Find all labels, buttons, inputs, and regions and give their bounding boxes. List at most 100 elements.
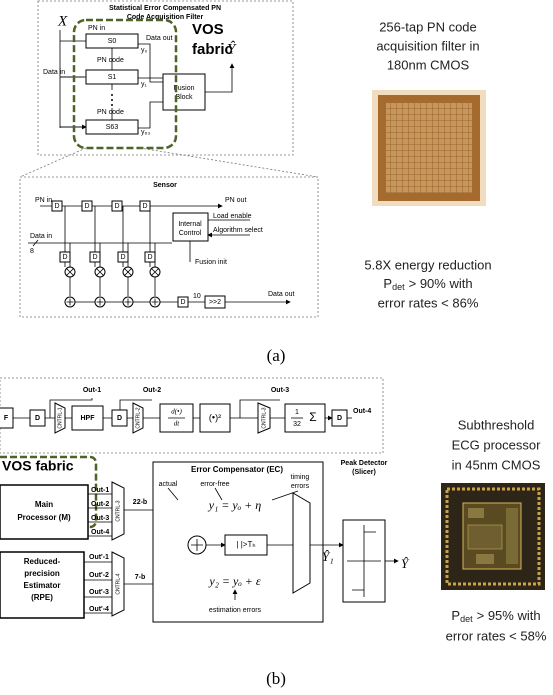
threshold-label: | |>Tₕ: [236, 540, 255, 549]
result: error rates < 86%: [378, 295, 479, 310]
control-label: CNTRL-4: [115, 573, 121, 594]
vos-label: VOS: [192, 21, 224, 38]
chain-output: Out-1: [83, 387, 101, 394]
flop-label: D: [54, 203, 59, 210]
stage-output: y₀: [141, 47, 148, 54]
node: [111, 104, 113, 106]
equation: y₂ = yₒ + ε: [208, 574, 260, 588]
vos-label: fabric: [192, 41, 233, 58]
panel-label: (a): [267, 346, 286, 365]
pn-code: PN code: [97, 57, 124, 64]
block-label: F: [4, 415, 9, 422]
flop-label: D: [117, 415, 122, 422]
main-output: Out-4: [91, 529, 109, 536]
stage-label: S63: [106, 124, 119, 131]
average-num: 1: [295, 409, 299, 416]
pn-code: PN code: [97, 109, 124, 116]
bus-width: 22-b: [133, 499, 147, 506]
group: D D D D D D D D: [52, 201, 160, 307]
description: acquisition filter in: [376, 38, 479, 53]
box: [386, 103, 472, 193]
description: Subthreshold: [458, 417, 535, 432]
flop-label: D: [120, 254, 125, 261]
sensor-pn-in: PN in: [35, 197, 52, 204]
result: Pdet> 95% with: [451, 608, 540, 624]
flop-label: D: [92, 254, 97, 261]
bus-width: 7-b: [135, 574, 146, 581]
sensor-data-out: Data out: [268, 291, 295, 298]
square-label: (•)²: [209, 412, 221, 422]
result-subscript: det: [460, 614, 473, 624]
result: Pdet > 90% with: [383, 276, 472, 292]
derivative-top: d(•): [171, 408, 182, 416]
flop-label: D: [114, 203, 119, 210]
control-label: CNTRL-2: [135, 407, 141, 428]
peak-label: (Slicer): [352, 469, 376, 476]
control-label: CNTRL-3: [261, 407, 267, 428]
algorithm-select: Algorithm select: [213, 227, 263, 234]
node: [111, 99, 113, 101]
main-output: Out-1: [91, 487, 109, 494]
control-label: Control: [179, 230, 202, 237]
out-width: 10: [193, 293, 201, 300]
fusion-init: Fusion init: [195, 259, 227, 266]
result-text: > 90% with: [409, 276, 473, 291]
main-output: Out-2: [91, 501, 109, 508]
rpe-output: Out'-2: [89, 572, 109, 579]
flop-label: D: [62, 254, 67, 261]
result-subscript: det: [392, 282, 405, 292]
flop-label: D: [180, 299, 185, 306]
rpe-output: Out'-4: [89, 606, 109, 613]
rpe-label: Reduced-: [24, 557, 61, 566]
ec-note: timing: [291, 474, 310, 481]
control-label: Internal: [178, 221, 202, 228]
flop-label: D: [35, 415, 40, 422]
rpe-label: precision: [24, 569, 60, 578]
flop-label: D: [147, 254, 152, 261]
result-text: > 95% with: [477, 608, 541, 623]
ec-title: Error Compensator (EC): [191, 465, 283, 474]
hpf-label: HPF: [81, 415, 96, 422]
box: [0, 485, 88, 539]
data-out: Data out: [146, 35, 173, 42]
result: 5.8X energy reduction: [364, 257, 491, 272]
flop-label: D: [142, 203, 147, 210]
chain-output: Out-4: [353, 408, 371, 415]
chain-output: Out-2: [143, 387, 161, 394]
figure: Statistical Error Compensated PN Code Ac…: [0, 0, 553, 695]
flop-label: D: [84, 203, 89, 210]
ec-output: Ŷ₁: [322, 549, 334, 564]
data-in: Data in: [43, 69, 65, 76]
data-width: 8: [30, 248, 34, 255]
rpe-label: (RPE): [31, 593, 53, 602]
ec-note: errors: [291, 483, 310, 490]
node: [111, 94, 113, 96]
vos-label: VOS fabric: [2, 458, 74, 474]
description: 256-tap PN code: [379, 19, 477, 34]
main-output: Out-3: [91, 515, 109, 522]
ec-note: actual: [159, 481, 178, 488]
box: [468, 508, 484, 518]
input-label: X: [57, 13, 68, 29]
box: [506, 508, 518, 564]
ec-note: estimation errors: [209, 607, 262, 614]
main-label: Processor (M): [17, 513, 71, 522]
load-enable: Load enable: [213, 213, 252, 220]
connector: [60, 77, 84, 127]
result-symbol: P: [383, 276, 392, 291]
output-label: Ŷ: [401, 556, 410, 571]
result: error rates < 58%: [446, 628, 547, 643]
connector: [205, 64, 232, 92]
rpe-output: Out'-3: [89, 589, 109, 596]
description: ECG processor: [452, 437, 542, 452]
box: [476, 554, 494, 564]
rpe-label: Estimator: [24, 581, 61, 590]
stage-output: y₆₃: [141, 129, 150, 136]
shift-label: >>2: [209, 299, 221, 306]
equation: y₁ = yₒ + η: [208, 498, 261, 512]
pn-in: PN in: [88, 25, 105, 32]
peak-label: Peak Detector: [341, 460, 388, 467]
ec-note: error-free: [200, 481, 229, 488]
box: [468, 525, 502, 549]
sum-label: Σ: [309, 410, 316, 424]
